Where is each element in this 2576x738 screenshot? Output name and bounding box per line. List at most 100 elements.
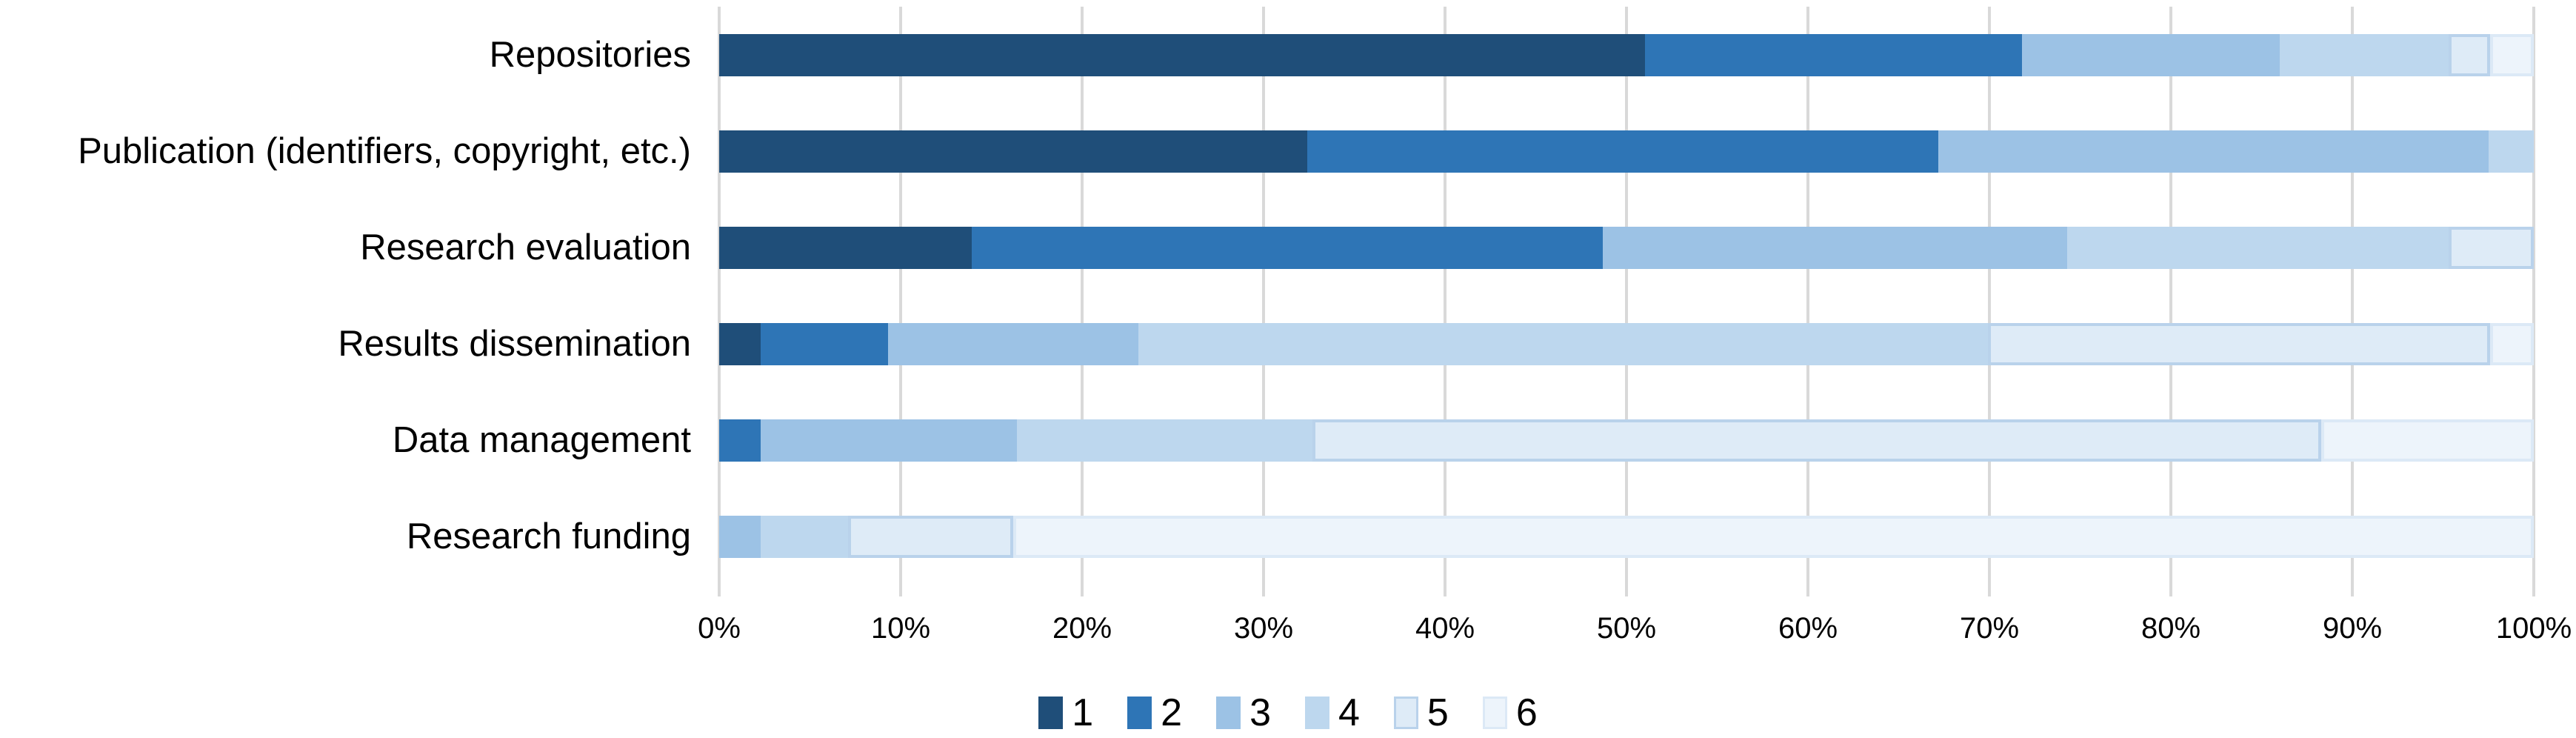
tick-label-30%: 30%: [1233, 612, 1294, 645]
legend-item-3: 3: [1216, 694, 1271, 732]
tick-label-60%: 60%: [1778, 612, 1838, 645]
gridline-100%: [2532, 7, 2535, 585]
bar-row-5: [719, 516, 2534, 559]
bar-row-slot: [719, 199, 2534, 296]
bar-segment-series-3: [1603, 226, 2068, 269]
bar-segment-series-4: [2488, 130, 2534, 173]
tick-mark-20%: [1081, 585, 1084, 596]
tick-label-100%: 100%: [2495, 612, 2572, 645]
legend-item-6: 6: [1482, 691, 1538, 734]
category-label-publication: Publication (identifiers, copyright, etc…: [78, 130, 691, 171]
bar-segment-series-1: [719, 323, 761, 366]
bar-row-slot: [719, 393, 2534, 489]
legend-item-5: 5: [1393, 691, 1449, 734]
bar-row-3: [719, 323, 2534, 366]
tick-mark-90%: [2351, 585, 2354, 596]
tick-label-40%: 40%: [1415, 612, 1475, 645]
category-label-repositories: Repositories: [489, 34, 691, 75]
legend-label-1: 1: [1072, 691, 1094, 734]
bar-segment-series-4: [761, 516, 848, 559]
bar-segment-series-5: [2448, 33, 2491, 76]
tick-label-10%: 10%: [870, 612, 931, 645]
gridline-70%: [1988, 7, 1991, 585]
category-label-research-evaluation: Research evaluation: [360, 227, 691, 267]
tick-label-50%: 50%: [1596, 612, 1657, 645]
legend-item-4: 4: [1305, 694, 1360, 732]
gridline-0%: [718, 7, 721, 585]
bar-segment-series-6: [2490, 323, 2534, 366]
tick-mark-80%: [2169, 585, 2172, 596]
gridline-20%: [1081, 7, 1084, 585]
tick-mark-10%: [899, 585, 902, 596]
bar-segment-series-5: [1312, 419, 2322, 462]
plot-area: [718, 7, 2535, 585]
category-label-results-dissemination: Results dissemination: [338, 324, 691, 365]
bar-segment-series-1: [719, 226, 972, 269]
bar-segment-series-6: [2490, 33, 2534, 76]
bar-row-slot: [719, 489, 2534, 585]
legend-label-5: 5: [1427, 691, 1449, 734]
legend-label-4: 4: [1338, 691, 1360, 734]
legend-swatch-6: [1482, 697, 1507, 729]
legend-swatch-5: [1393, 697, 1418, 729]
legend-swatch-1: [1038, 697, 1064, 729]
tick-mark-30%: [1262, 585, 1265, 596]
bar-segment-series-4: [2067, 226, 2449, 269]
tick-mark-100%: [2532, 585, 2535, 596]
tick-mark-40%: [1444, 585, 1447, 596]
legend: 1 2 3 4 5 6: [0, 694, 2576, 732]
legend-label-6: 6: [1515, 691, 1538, 734]
bar-segment-series-5: [847, 516, 1013, 559]
category-label-research-funding: Research funding: [406, 516, 691, 557]
tick-mark-60%: [1806, 585, 1809, 596]
legend-item-2: 2: [1127, 694, 1182, 732]
bar-segment-series-1: [719, 130, 1307, 173]
gridline-50%: [1625, 7, 1628, 585]
bar-segment-series-3: [2022, 33, 2280, 76]
bar-row-4: [719, 419, 2534, 462]
bar-segment-series-2: [719, 419, 761, 462]
bar-segment-series-3: [1938, 130, 2489, 173]
bar-row-slot: [719, 296, 2534, 393]
bar-segment-series-6: [1012, 516, 2534, 559]
tick-mark-50%: [1625, 585, 1628, 596]
category-label-data-management: Data management: [392, 420, 691, 461]
bar-segment-series-3: [887, 323, 1138, 366]
bar-segment-series-4: [1138, 323, 1988, 366]
bar-segment-series-3: [761, 419, 1017, 462]
bar-row-slot: [719, 103, 2534, 199]
bar-row-0: [719, 33, 2534, 76]
gridline-10%: [899, 7, 902, 585]
x-axis: 0% 10% 20% 30% 40% 50% 60% 70% 80% 90% 100%: [698, 585, 2572, 738]
bar-segment-series-2: [971, 226, 1604, 269]
legend-item-1: 1: [1038, 694, 1093, 732]
bar-segment-series-6: [2321, 419, 2534, 462]
bar-row-slot: [719, 7, 2534, 103]
gridline-80%: [2169, 7, 2172, 585]
legend-label-2: 2: [1161, 691, 1183, 734]
tick-label-80%: 80%: [2140, 612, 2201, 645]
tick-label-20%: 20%: [1052, 612, 1112, 645]
bar-row-1: [719, 130, 2534, 173]
gridline-60%: [1806, 7, 1809, 585]
bar-segment-series-5: [1987, 323, 2491, 366]
bar-segment-series-4: [2279, 33, 2449, 76]
legend-label-3: 3: [1249, 691, 1271, 734]
tick-mark-0%: [718, 585, 721, 596]
bar-segment-series-2: [1307, 130, 1939, 173]
gridline-40%: [1444, 7, 1447, 585]
bar-segment-series-1: [719, 33, 1645, 76]
legend-swatch-2: [1127, 697, 1152, 729]
tick-label-70%: 70%: [1959, 612, 2020, 645]
category-axis: Repositories Publication (identifiers, c…: [0, 7, 691, 585]
gridline-90%: [2351, 7, 2354, 585]
legend-swatch-4: [1305, 697, 1329, 729]
bar-segment-series-4: [1016, 419, 1313, 462]
bar-segment-series-2: [1644, 33, 2023, 76]
bar-segment-series-3: [719, 516, 761, 559]
tick-label-0%: 0%: [698, 612, 741, 645]
gridline-30%: [1262, 7, 1265, 585]
tick-label-90%: 90%: [2322, 612, 2383, 645]
bar-segment-series-2: [761, 323, 888, 366]
legend-swatch-3: [1216, 697, 1241, 729]
